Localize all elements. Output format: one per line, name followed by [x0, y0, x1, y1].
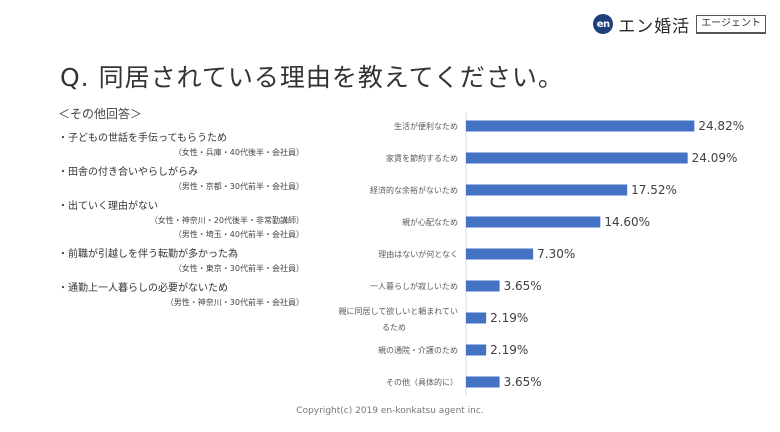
other-answer-text: ・子どもの世話を手伝ってもらうため: [58, 133, 227, 144]
data-label: 2.19%: [490, 311, 528, 325]
other-answers-heading: ＜その他回答＞: [58, 107, 143, 121]
other-answer-text: ・前職が引越しを伴う転勤が多かった為: [58, 249, 238, 260]
other-answer-respondent: （男性・京都・30代前半・会社員）: [173, 182, 304, 191]
other-answer-item: ・前職が引越しを伴う転勤が多かった為 （女性・東京・30代前半・会社員）: [58, 248, 318, 276]
data-label: 17.52%: [631, 183, 677, 197]
other-answer-text: ・出ていく理由がない: [58, 201, 158, 212]
category-label: 親に同居して欲しいと頼まれてい: [338, 306, 458, 316]
other-answer-respondent: （男性・埼玉・40代前半・会社員）: [173, 230, 304, 239]
other-answers-list: ・子どもの世話を手伝ってもらうため （女性・兵庫・40代後半・会社員） ・田舎の付き…: [58, 132, 318, 310]
bar: [466, 376, 500, 388]
data-label: 2.19%: [490, 343, 528, 357]
other-answer-text: ・田舎の付き合いやらしがらみ: [58, 167, 198, 178]
other-answer-item: ・子どもの世話を手伝ってもらうため （女性・兵庫・40代後半・会社員）: [58, 132, 318, 160]
brand-logo: en エン婚活 エージェント: [593, 12, 766, 37]
category-label: るため: [382, 323, 406, 332]
bar-chart: 24.82% 生活が便利なため 24.09% 家賃を節約するため 17.52% 経済的な余…: [338, 112, 744, 396]
data-label: 14.60%: [604, 215, 650, 229]
copyright-footer: Copyright(c) 2019 en-konkatsu agent inc.: [296, 406, 484, 416]
bar: [466, 152, 688, 164]
other-answer-respondent: （女性・兵庫・40代後半・会社員）: [173, 148, 304, 157]
other-answer-item: ・田舎の付き合いやらしがらみ （男性・京都・30代前半・会社員）: [58, 166, 318, 194]
other-answer-item: ・通勤上一人暮らしの必要がないため （男性・神奈川・30代前半・会社員）: [58, 282, 318, 310]
bar: [466, 280, 500, 292]
other-answer-respondent: （男性・神奈川・30代前半・会社員）: [165, 298, 304, 307]
category-label: その他（具体的に）: [386, 377, 458, 387]
other-answer-text: ・通勤上一人暮らしの必要がないため: [58, 283, 228, 294]
data-label: 3.65%: [504, 375, 542, 389]
page-title: Q. 同居されている理由を教えてください。: [60, 63, 564, 92]
data-label: 7.30%: [537, 247, 575, 261]
data-label: 24.09%: [692, 151, 738, 165]
category-label: 家賃を節約するため: [386, 153, 458, 163]
category-label: 一人暮らしが寂しいため: [370, 281, 458, 291]
brand-name: エン婚活: [618, 16, 691, 37]
other-answer-respondent: （女性・東京・30代前半・会社員）: [173, 264, 304, 273]
bar: [466, 248, 534, 260]
category-label: 経済的な余裕がないため: [370, 185, 458, 195]
bar: [466, 120, 695, 132]
category-label: 生活が便利なため: [394, 121, 458, 131]
category-label: 親の通院・介護のため: [378, 345, 458, 355]
brand-badge: エージェント: [696, 14, 766, 34]
bar: [466, 184, 628, 196]
en-logo-icon: en: [593, 14, 614, 34]
bar: [466, 216, 601, 228]
other-answer-respondent: （女性・神奈川・20代後半・非常勤講師）: [149, 216, 304, 225]
data-label: 24.82%: [698, 119, 744, 133]
category-label: 親が心配なため: [402, 217, 458, 227]
data-label: 3.65%: [504, 279, 542, 293]
other-answer-item: ・出ていく理由がない （女性・神奈川・20代後半・非常勤講師） （男性・埼玉・40代…: [58, 200, 318, 242]
bar: [466, 312, 487, 324]
other-answers-panel: ＜その他回答＞ ・子どもの世話を手伝ってもらうため （女性・兵庫・40代後半・会社…: [58, 105, 318, 316]
bar: [466, 344, 487, 356]
category-label: 理由はないが何となく: [378, 249, 458, 259]
